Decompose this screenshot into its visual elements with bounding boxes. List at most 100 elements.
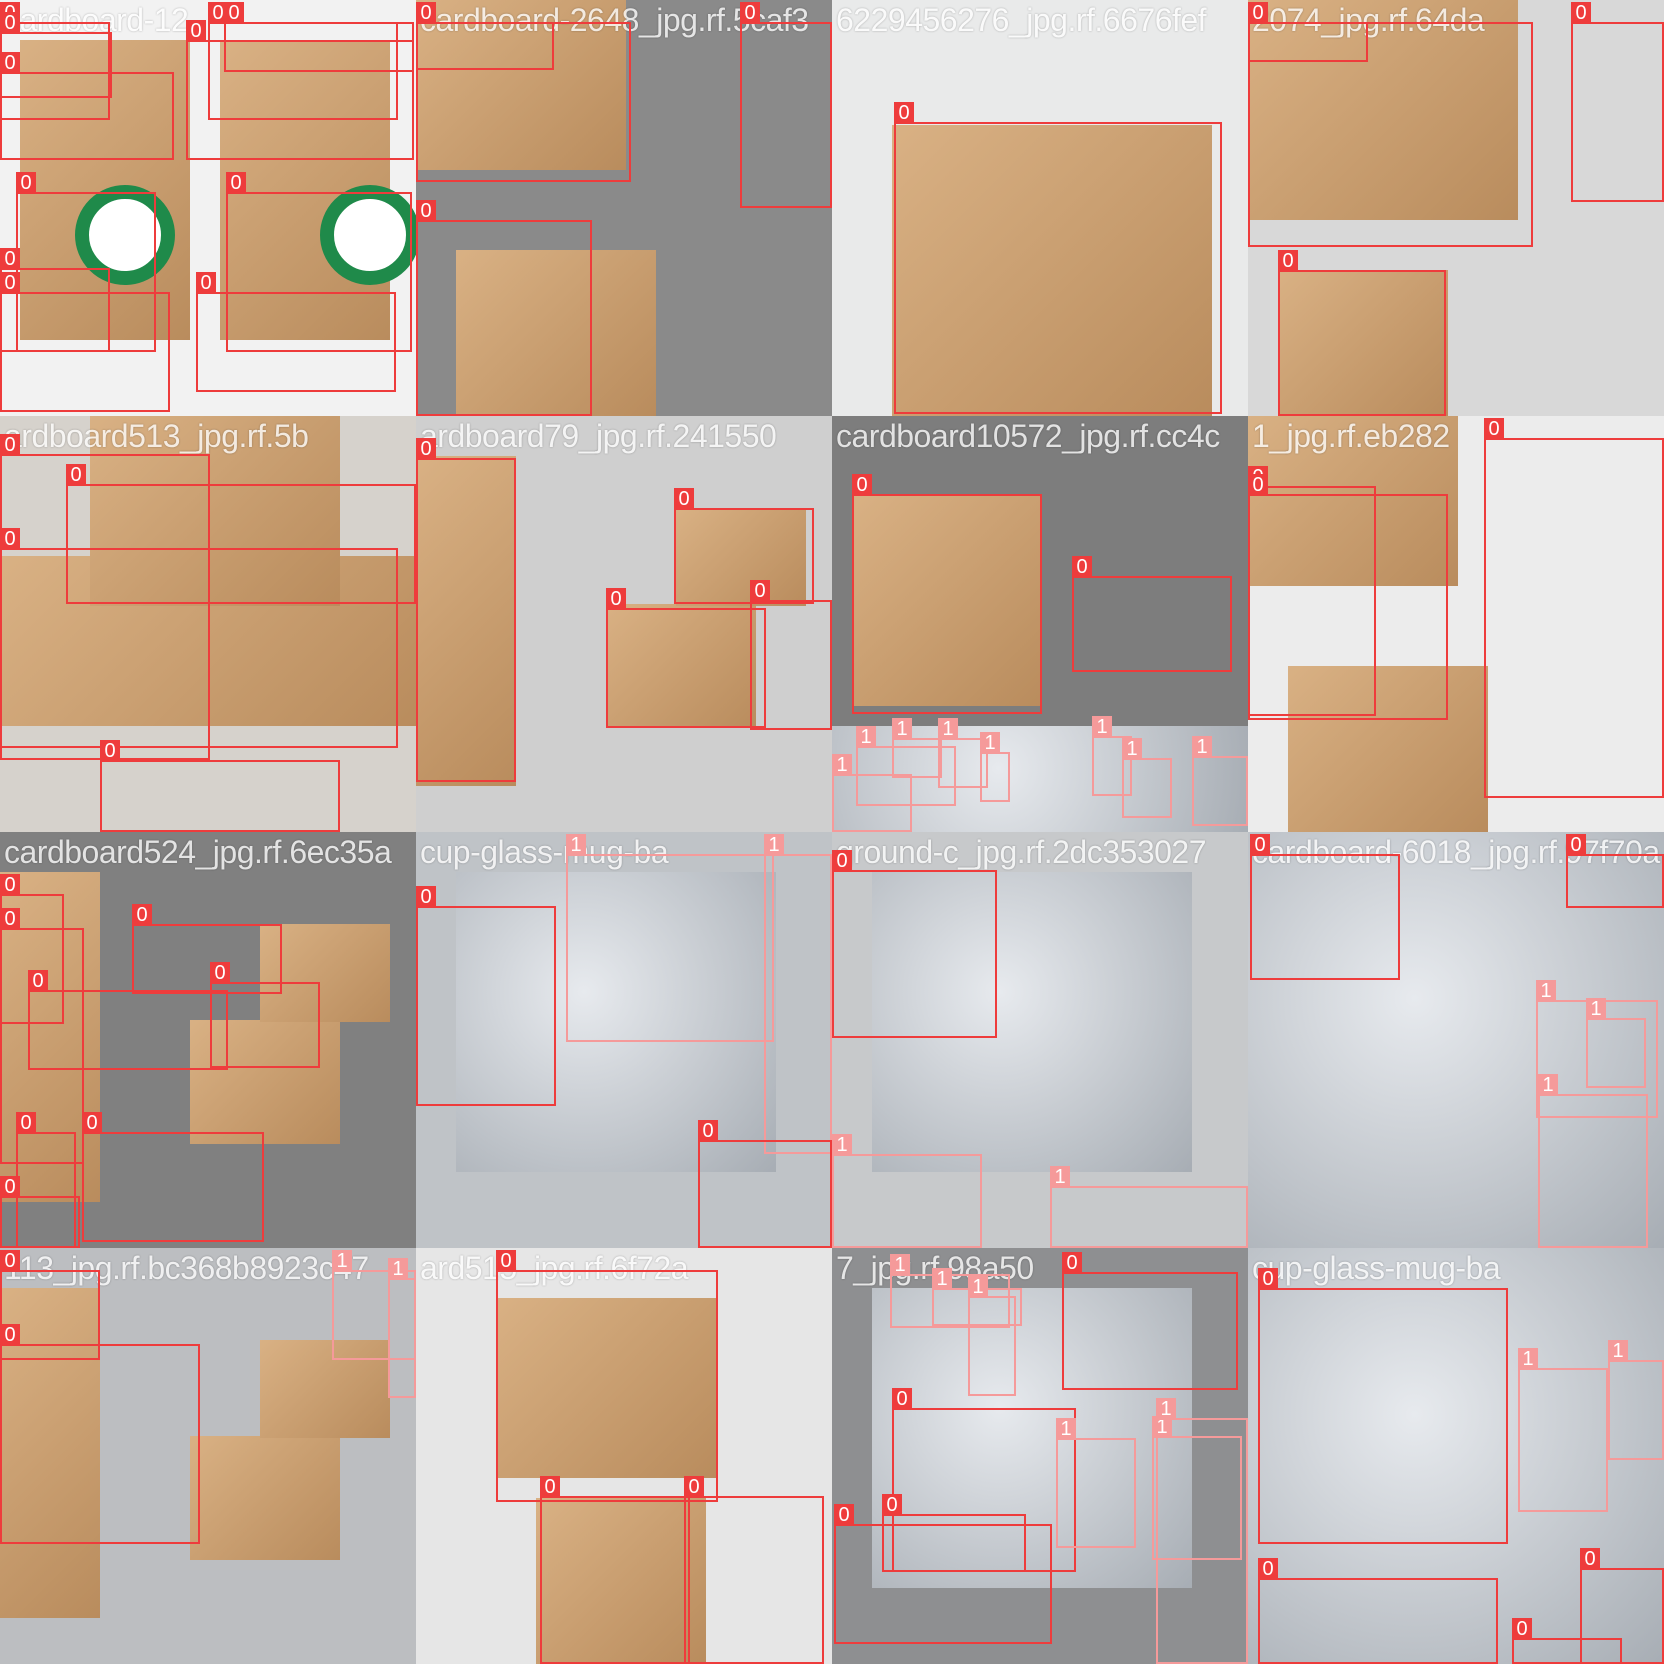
bounding-box: 0 [66,464,416,604]
class-label: 1 [1536,980,1556,1002]
mosaic-tile: 6229456276_jpg.rf.6676fef 0 [832,0,1248,416]
tile-filename: cup-glass-mug-ba [420,834,669,870]
bounding-box: 1 [938,718,988,788]
bounding-box: 0 [852,474,1042,714]
carton-shape [260,1340,390,1438]
class-label: 0 [1258,1268,1278,1290]
class-label: 1 [1538,1074,1558,1096]
class-label: 0 [606,588,626,610]
class-label: 0 [416,200,436,222]
bounding-box: 0 [1258,1268,1508,1544]
bounding-box: 1 [566,834,774,1042]
bounding-box: 0 [1580,1548,1664,1664]
mosaic-tile: 2074_jpg.rf.64da0000 [1248,0,1664,416]
class-label: 0 [1248,474,1268,496]
mosaic-tile: ardboard513_jpg.rf.5b 0 0 0 0 [0,416,416,832]
class-label: 1 [892,718,912,740]
bounding-box: 0 [1566,834,1664,908]
bounding-box: 1 [980,732,1010,802]
tile-filename: cup-glass-mug-ba [1252,1250,1501,1286]
mosaic-tile: ardboard79_jpg.rf.241550 0 0 0 0 [416,416,832,832]
glass-shape [872,872,1192,1172]
bounding-box: 0 [196,272,396,392]
bounding-box: 0 [416,886,556,1106]
bounding-box: 0 [416,2,554,70]
tile-filename: 1_jpg.rf.eb282 [1252,418,1450,454]
class-label: 0 [196,272,216,294]
bounding-box: 0 [832,850,997,1038]
carton-shape [90,416,340,606]
carton-shape [1278,270,1448,416]
class-label: 0 [1566,834,1586,856]
bounding-box: 1 [832,754,912,832]
class-label: 0 [0,248,20,270]
class-label: 0 [0,528,20,550]
bounding-box: 0 [210,962,320,1068]
bounding-box: 0 [674,488,814,604]
mosaic-tile: cup-glass-mug-ba 0 1 1 0 [416,832,832,1248]
class-label: 0 [0,434,20,456]
carton-shape [1288,666,1488,832]
carton-shape [416,0,626,170]
class-label: 1 [938,718,958,740]
class-label: 0 [210,962,230,984]
class-label: 0 [740,2,760,24]
bounding-box: 0 [1571,2,1664,202]
class-label: 0 [186,20,206,42]
class-label: 1 [980,732,1000,754]
class-label: 0 [540,1476,560,1498]
class-label: 1 [856,726,876,748]
bounding-box: 0 [740,2,832,208]
class-label: 0 [208,2,228,24]
glass-shape [832,726,1248,832]
class-label: 0 [100,740,120,762]
class-label: 0 [832,850,852,872]
bounding-box: 1 [764,834,832,1154]
bounding-box: 1 [1518,1348,1608,1512]
class-label: 0 [1062,1252,1082,1274]
bounding-box: 0 [28,970,228,1070]
tile-filename: ground-c_jpg.rf.2dc353027 [836,834,1207,870]
bounding-box: 1 [1586,998,1646,1088]
class-label: 0 [416,2,436,24]
class-label: 0 [0,1176,20,1198]
bounding-box: 0 [1072,556,1232,672]
tile-filename: 2074_jpg.rf.64da [1252,2,1485,38]
class-label: 1 [1192,736,1212,758]
class-label: 0 [1484,418,1504,440]
bounding-box: 0 [0,528,398,748]
class-label: 0 [1248,2,1268,24]
class-label: 0 [1580,1548,1600,1570]
bounding-box: 0 [0,908,84,1164]
class-label: 0 [882,1494,902,1516]
mosaic-tile: cardboard-2648_jpg.rf.5caf30000 [416,0,832,416]
bounding-box: 0 [0,272,170,412]
tile-filename: 113_jpg.rf.bc368b8923c47 [4,1250,369,1286]
bounding-box: 0 [1258,1558,1498,1664]
mosaic-tile: 1_jpg.rf.eb282000 [1248,416,1664,832]
class-label: 1 [1586,998,1606,1020]
carton-shape [190,1020,340,1144]
bounding-box: 1 [1050,1166,1248,1248]
class-label: 0 [1072,556,1092,578]
tile-filename: ardboard513_jpg.rf.5b [4,418,309,454]
class-label: 0 [1250,834,1270,856]
class-label: 0 [416,438,436,460]
carton-shape [536,1498,706,1664]
bounding-box: 0 [186,20,414,160]
class-label: 0 [894,102,914,124]
bounding-box: 0 [1512,1618,1622,1664]
class-label: 1 [832,1134,852,1156]
carton-shape [1248,0,1518,220]
bounding-box: 1 [1056,1418,1136,1548]
class-label: 0 [684,1476,704,1498]
bounding-box: 0 [0,1250,100,1360]
bounding-box: 1 [1156,1398,1248,1664]
bounding-box: 0 [834,1504,1052,1644]
bounding-box: 1 [1538,1074,1648,1248]
mosaic-tile: 7_jpg.rf.98a501110000111 [832,1248,1248,1664]
bounding-box: 0 [100,740,340,832]
class-label: 1 [566,834,586,856]
bounding-box: 1 [856,726,956,806]
